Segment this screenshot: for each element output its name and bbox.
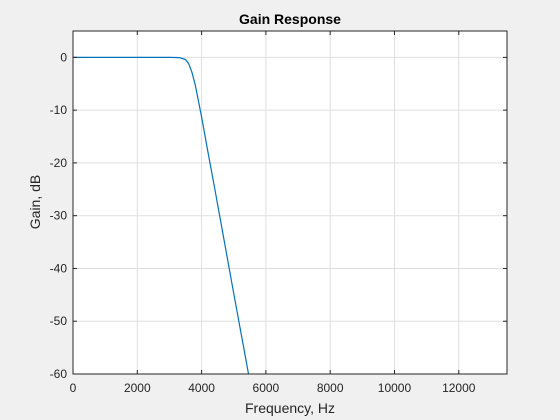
y-tick-label: -10 <box>50 103 68 117</box>
y-tick-label: -50 <box>50 314 68 328</box>
x-tick-label: 4000 <box>188 381 215 395</box>
x-tick-label: 12000 <box>442 381 476 395</box>
y-tick-label: -20 <box>50 156 68 170</box>
y-tick-label: 0 <box>60 50 67 64</box>
x-tick-label: 2000 <box>124 381 151 395</box>
x-tick-label: 0 <box>70 381 77 395</box>
y-tick-labels: 0 -10 -20 -30 -40 -50 -60 <box>50 50 68 381</box>
chart-title: Gain Response <box>239 11 341 27</box>
y-tick-label: -60 <box>50 367 68 381</box>
y-tick-label: -30 <box>50 209 68 223</box>
x-tick-label: 10000 <box>378 381 412 395</box>
axes-background <box>73 31 507 374</box>
y-axis-label: Gain, dB <box>27 175 43 229</box>
x-tick-label: 8000 <box>317 381 344 395</box>
y-tick-label: -40 <box>50 261 68 275</box>
x-tick-labels: 0 2000 4000 6000 8000 10000 12000 <box>70 381 476 395</box>
x-axis-label: Frequency, Hz <box>245 400 335 416</box>
x-tick-label: 6000 <box>253 381 280 395</box>
